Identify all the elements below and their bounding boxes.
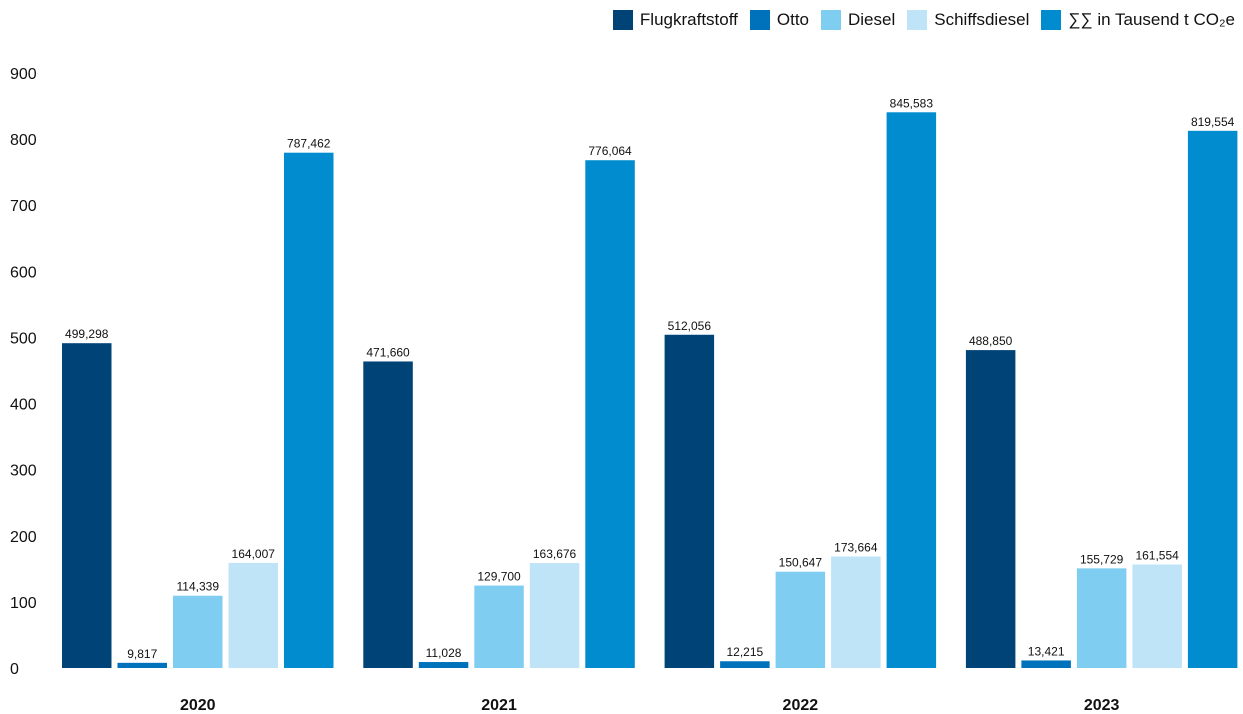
y-tick-label: 700 <box>10 198 37 215</box>
bar <box>886 112 937 668</box>
y-tick-label: 600 <box>10 264 37 281</box>
data-label: 129,700 <box>477 570 521 584</box>
legend-item: Flugkraftstoff <box>612 10 738 30</box>
legend-swatch <box>1041 10 1062 30</box>
bar <box>720 661 770 668</box>
y-tick-label: 300 <box>10 463 37 480</box>
data-label: 488,850 <box>969 334 1013 348</box>
bar <box>664 334 715 668</box>
bar <box>529 563 580 668</box>
data-label: 819,554 <box>1191 115 1235 129</box>
data-label: 11,028 <box>426 646 462 660</box>
y-tick-label: 800 <box>10 132 37 149</box>
y-tick-label: 900 <box>10 66 37 83</box>
category-label: 2021 <box>481 697 517 714</box>
legend-label: Diesel <box>848 10 896 29</box>
y-tick-label: 500 <box>10 330 37 347</box>
legend-label: Flugkraftstoff <box>639 10 738 29</box>
data-label: 164,007 <box>232 547 276 561</box>
data-label: 13,421 <box>1028 644 1065 658</box>
bar <box>284 152 334 668</box>
bar <box>418 662 469 668</box>
data-label: 512,056 <box>668 319 712 333</box>
legend-item: Otto <box>749 10 809 30</box>
legend-swatch <box>907 10 928 30</box>
category-label: 2022 <box>783 697 819 714</box>
legend-item: Diesel <box>821 10 895 30</box>
y-tick-label: 200 <box>10 529 37 546</box>
data-label: 9,817 <box>127 647 157 661</box>
bar <box>1021 660 1071 668</box>
bar <box>62 343 112 668</box>
bar <box>965 350 1016 668</box>
data-label: 471,660 <box>366 345 410 359</box>
category-label: 2023 <box>1084 697 1120 714</box>
bar <box>1187 130 1238 668</box>
data-label: 155,729 <box>1080 552 1124 566</box>
legend-label: Otto <box>776 10 809 29</box>
legend-swatch <box>749 10 770 30</box>
bar <box>1132 564 1182 668</box>
legend-item: ∑∑ in Tausend t CO₂e <box>1041 10 1235 30</box>
legend-swatch <box>612 10 633 30</box>
category-label: 2020 <box>180 697 216 714</box>
data-label: 114,339 <box>177 580 220 594</box>
bar <box>363 361 413 668</box>
bar <box>117 662 167 668</box>
y-tick-label: 100 <box>10 595 37 612</box>
y-tick-label: 400 <box>10 397 37 414</box>
bar <box>831 556 881 668</box>
legend-item: Schiffsdiesel <box>907 10 1029 30</box>
data-label: 173,664 <box>834 540 878 554</box>
bar <box>173 595 223 668</box>
data-label: 845,583 <box>890 96 934 110</box>
bar <box>585 160 635 668</box>
data-label: 12,215 <box>726 645 763 659</box>
legend-label: Schiffsdiesel <box>934 10 1030 29</box>
legend: Flugkraftstoff Otto Diesel Schiffsdiesel ∑∑ … <box>612 10 1235 30</box>
bar <box>474 585 524 668</box>
data-label: 787,462 <box>287 137 331 151</box>
bar <box>228 562 278 668</box>
legend-swatch <box>821 10 841 30</box>
legend-label: ∑∑ in Tausend t CO₂e <box>1068 10 1235 29</box>
bar <box>1076 568 1127 668</box>
data-label: 776,064 <box>588 144 632 158</box>
data-label: 499,298 <box>65 327 109 341</box>
data-label: 150,647 <box>779 556 823 570</box>
bar <box>775 571 826 668</box>
data-label: 163,676 <box>533 547 577 561</box>
y-tick-label: 0 <box>10 661 19 678</box>
data-label: 161,554 <box>1135 549 1179 563</box>
